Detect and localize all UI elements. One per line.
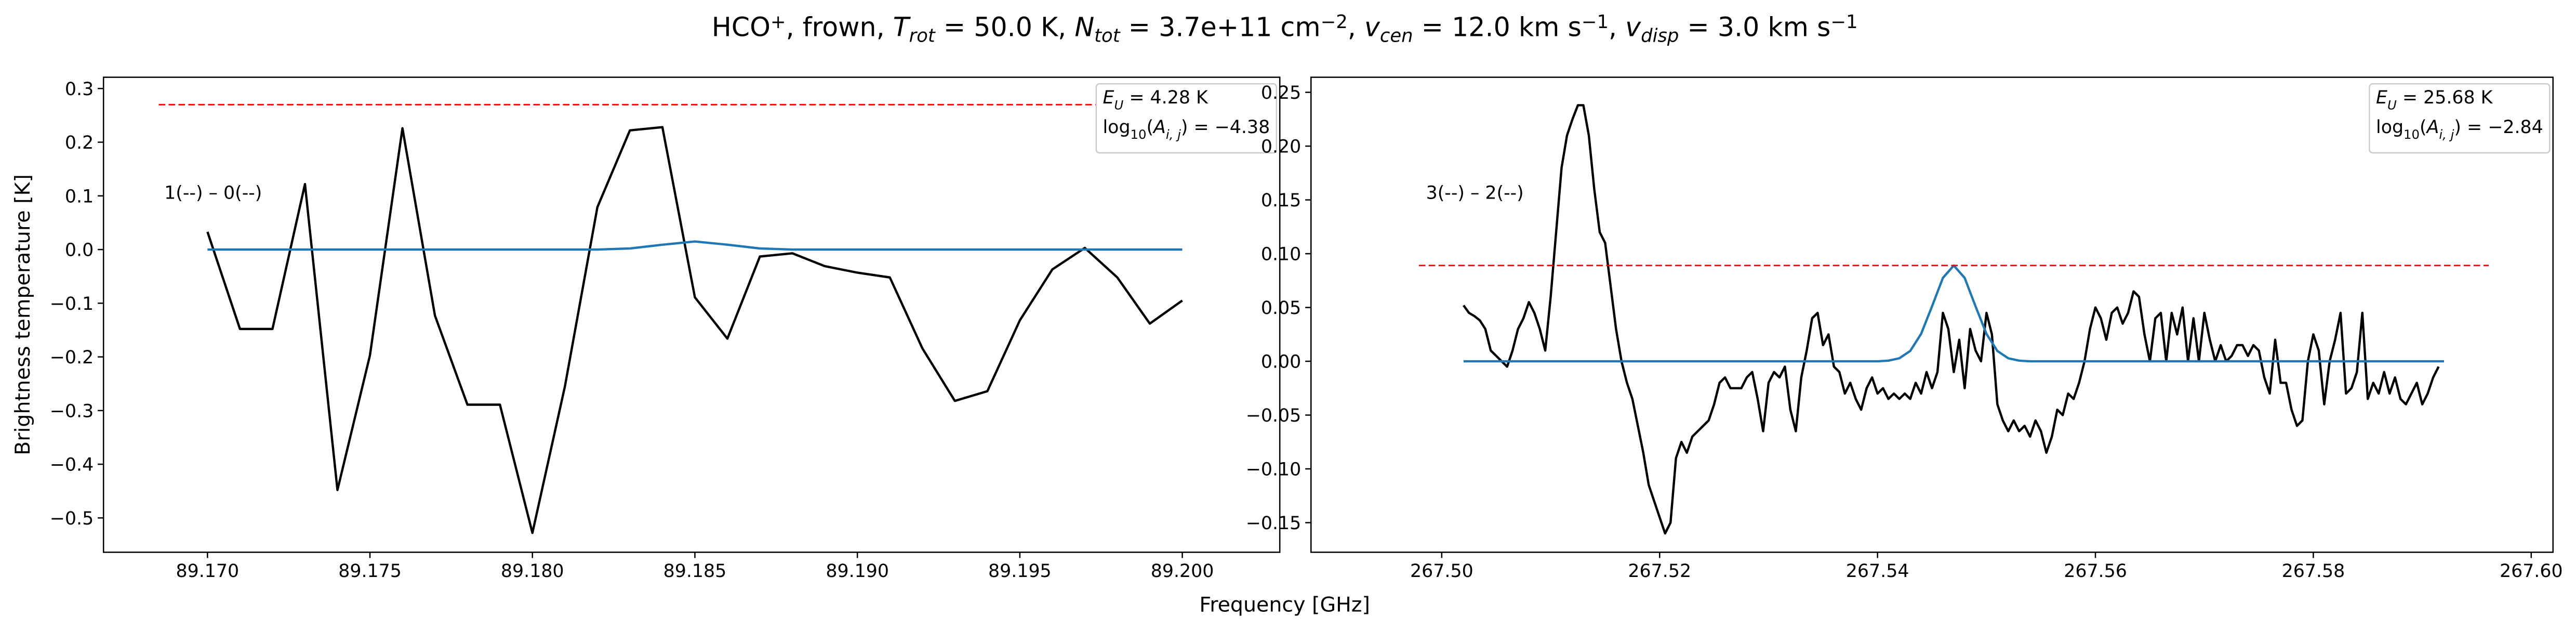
spectrum-line	[206, 126, 1183, 534]
text-segment: +	[771, 11, 786, 33]
info-text: log10(Ai, j) = −2.84	[2376, 117, 2543, 142]
x-tick-label: 267.56	[2064, 561, 2127, 582]
y-tick-label: 0.1	[65, 186, 94, 207]
panel: 89.170 89.175 89.180 89.185 89.190 89.195 89.2…	[50, 76, 1281, 582]
y-tick-label: −0.5	[50, 508, 94, 529]
y-tick-label: −0.05	[1246, 405, 1302, 426]
text-segment: −2	[1321, 11, 1348, 33]
text-segment: i, j	[2439, 127, 2454, 142]
text-segment: = 50.0 K,	[935, 12, 1075, 43]
y-tick-label: −0.2	[50, 347, 94, 368]
x-tick-label: 267.52	[1628, 561, 1691, 582]
text-segment: log	[2376, 117, 2404, 138]
text-segment: −1	[1582, 11, 1609, 33]
text-segment: (	[1146, 117, 1153, 138]
x-axis-label: Frequency [GHz]	[1199, 593, 1370, 616]
y-tick-label: −0.4	[50, 455, 94, 476]
x-tick-label: 267.50	[1410, 561, 1473, 582]
info-box	[2369, 83, 2551, 154]
y-tick-label: 0.15	[1261, 190, 1301, 211]
spectrum-line	[1463, 104, 2440, 535]
text-segment: 10	[1131, 127, 1147, 142]
text-segment: = 3.7e+11 cm	[1120, 12, 1321, 43]
text-segment: rot	[909, 25, 936, 47]
text-segment: i, j	[1166, 127, 1181, 142]
info-text: log10(Ai, j) = −4.38	[1103, 117, 1270, 142]
y-tick-label: −0.3	[50, 401, 94, 422]
text-segment: −1	[1830, 11, 1857, 33]
text-segment: A	[2426, 117, 2439, 138]
text-segment: , frown,	[786, 12, 893, 43]
y-axis-label: Brightness temperature [K]	[11, 174, 35, 455]
axes-frame	[1310, 76, 2554, 553]
text-segment: N	[1074, 12, 1094, 43]
y-tick-label: −0.15	[1246, 513, 1302, 534]
info-box	[1095, 83, 1278, 154]
figure-title: HCO+, frown, Trot = 50.0 K, Ntot = 3.7e+…	[712, 11, 1858, 47]
text-segment: E	[2376, 87, 2387, 108]
axes-frame	[102, 76, 1281, 553]
text-segment: = 3.0 km s	[1679, 12, 1830, 43]
text-segment: = 4.28 K	[1123, 87, 1209, 108]
text-segment: A	[1152, 117, 1166, 138]
y-tick-label: 0.20	[1261, 137, 1301, 158]
transition-label: 3(--) – 2(--)	[1426, 183, 1524, 204]
text-segment: ,	[1609, 12, 1625, 43]
text-segment: cen	[1380, 25, 1413, 47]
text-segment: (	[2420, 117, 2427, 138]
y-tick-label: 0.25	[1261, 83, 1301, 103]
x-tick-label: 89.175	[338, 561, 402, 582]
panel: 267.50 267.52 267.54 267.56 267.58 267.60 −0.1…	[1246, 76, 2563, 582]
y-tick-label: −0.10	[1246, 460, 1302, 480]
text-segment: HCO	[712, 12, 771, 43]
x-tick-label: 89.190	[826, 561, 889, 582]
x-tick-label: 89.180	[501, 561, 564, 582]
text-segment: U	[2387, 97, 2397, 112]
text-segment: ,	[1348, 12, 1364, 43]
text-segment: E	[1103, 87, 1114, 108]
info-text: EU = 4.28 K	[1103, 87, 1209, 112]
x-tick-label: 267.60	[2500, 561, 2563, 582]
y-tick-label: 0.10	[1261, 244, 1301, 265]
x-tick-label: 89.170	[176, 561, 240, 582]
x-tick-label: 89.195	[988, 561, 1052, 582]
y-tick-label: 0.00	[1261, 352, 1301, 373]
y-tick-label: 0.05	[1261, 298, 1301, 319]
text-segment: T	[893, 12, 911, 43]
text-segment: ) = −4.38	[1181, 117, 1270, 138]
text-segment: tot	[1094, 25, 1121, 47]
spectrum-line	[207, 240, 1183, 251]
text-segment: 10	[2404, 127, 2420, 142]
text-segment: = 25.68 K	[2397, 87, 2493, 108]
text-segment: disp	[1641, 25, 1679, 47]
text-segment: ) = −2.84	[2454, 117, 2543, 138]
y-tick-label: 0.3	[65, 79, 94, 100]
y-tick-label: 0.0	[65, 240, 94, 261]
text-segment: U	[1114, 97, 1123, 112]
text-segment: log	[1103, 117, 1131, 138]
y-tick-label: 0.2	[65, 133, 94, 153]
text-segment: v	[1364, 12, 1380, 43]
x-tick-label: 89.200	[1151, 561, 1214, 582]
x-tick-label: 89.185	[663, 561, 727, 582]
y-tick-label: −0.1	[50, 294, 94, 314]
x-tick-label: 267.54	[1846, 561, 1909, 582]
transition-label: 1(--) – 0(--)	[164, 183, 262, 204]
text-segment: = 12.0 km s	[1413, 12, 1582, 43]
x-tick-label: 267.58	[2282, 561, 2345, 582]
text-segment: v	[1625, 12, 1641, 43]
info-text: EU = 25.68 K	[2376, 87, 2493, 112]
